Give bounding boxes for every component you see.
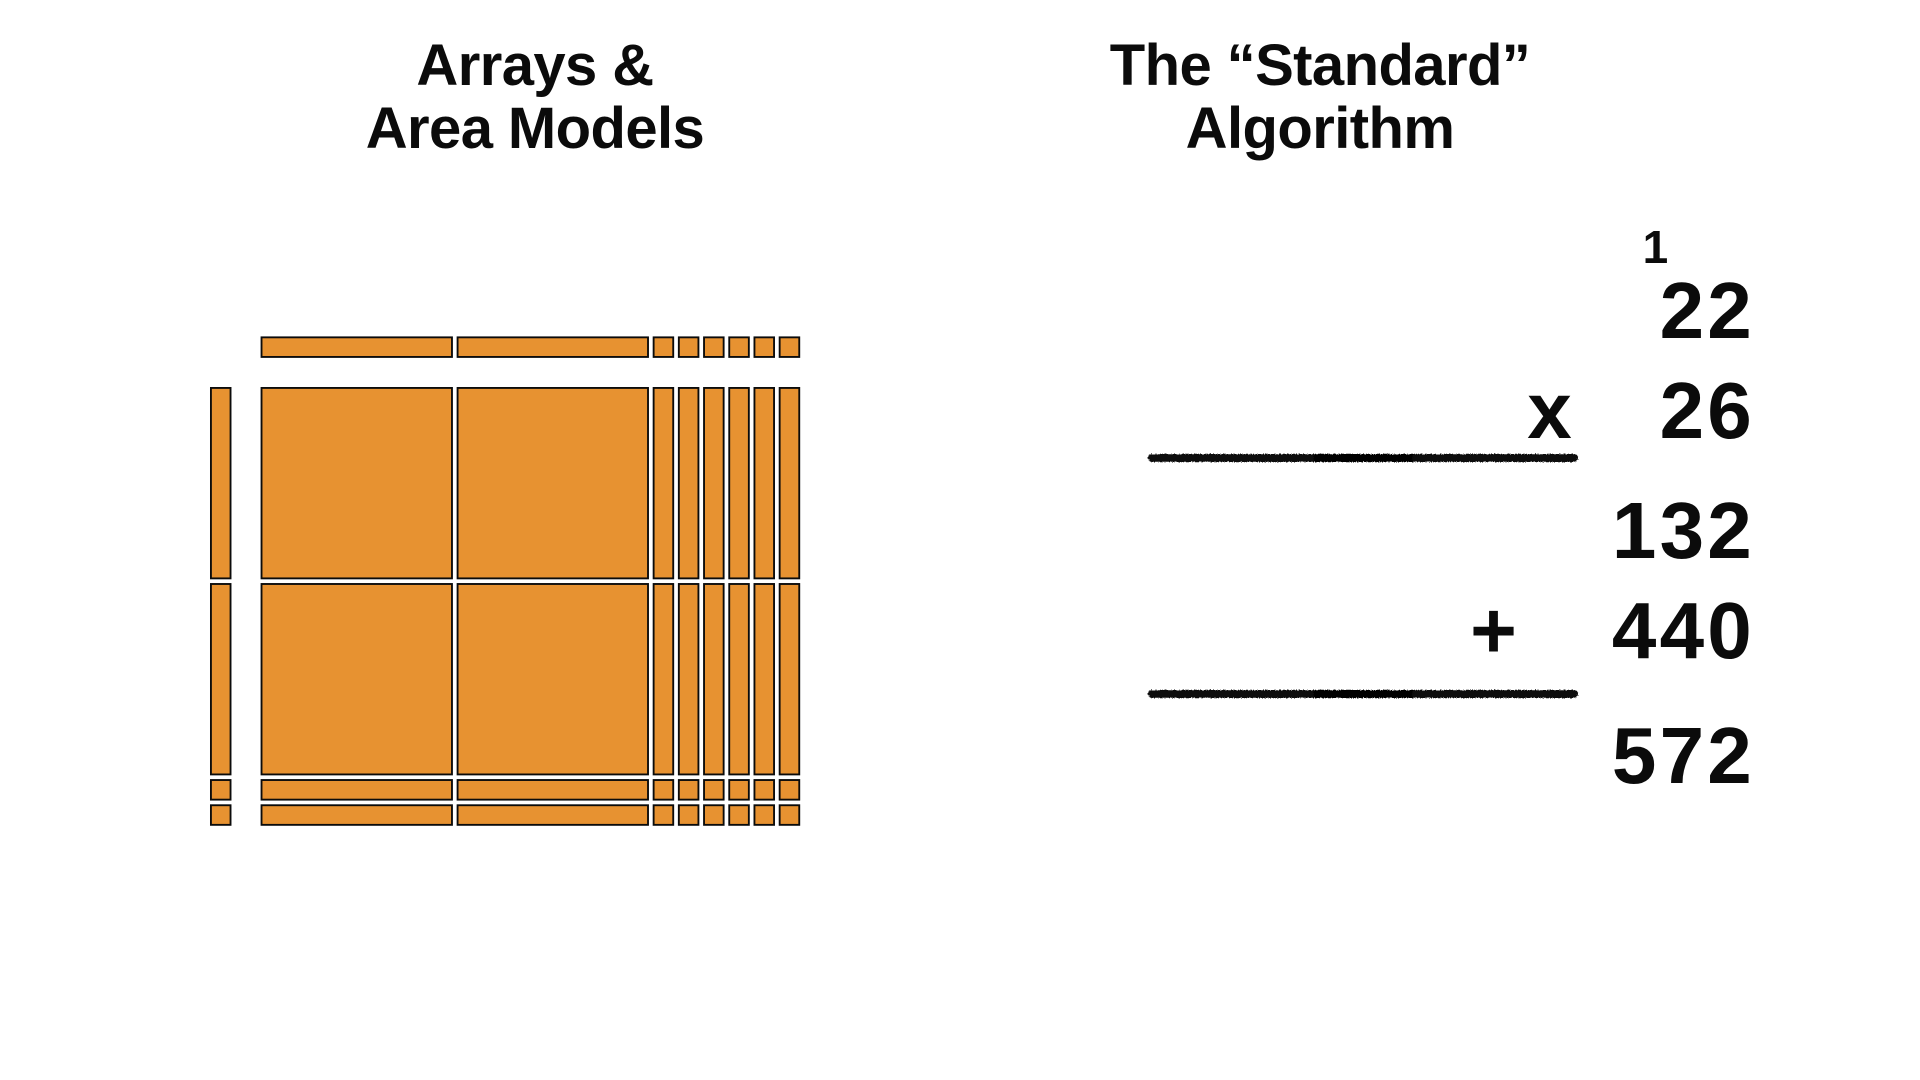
area-block bbox=[704, 388, 724, 578]
area-block bbox=[679, 584, 699, 774]
area-block bbox=[704, 337, 724, 357]
area-block bbox=[458, 388, 648, 578]
area-block bbox=[262, 805, 452, 825]
area-model-diagram bbox=[170, 300, 840, 862]
area-block bbox=[262, 780, 452, 800]
partial-2: 440 bbox=[1612, 585, 1755, 677]
partial-1: 132 bbox=[1612, 485, 1755, 577]
area-block bbox=[754, 388, 774, 578]
area-block bbox=[780, 584, 800, 774]
area-block bbox=[458, 337, 648, 357]
times-sign: x bbox=[1527, 365, 1575, 457]
area-block bbox=[729, 584, 749, 774]
right-title-line1: The “Standard” bbox=[1110, 33, 1530, 98]
area-block bbox=[780, 805, 800, 825]
area-block bbox=[754, 805, 774, 825]
left-title-line1: Arrays & bbox=[416, 33, 653, 98]
area-block bbox=[262, 337, 452, 357]
area-block bbox=[704, 780, 724, 800]
area-block bbox=[458, 780, 648, 800]
area-block bbox=[679, 805, 699, 825]
area-block bbox=[654, 805, 674, 825]
area-block bbox=[211, 584, 231, 774]
area-block bbox=[458, 805, 648, 825]
product: 572 bbox=[1612, 710, 1755, 802]
area-block bbox=[679, 337, 699, 357]
right-title: The “Standard” Algorithm bbox=[1040, 35, 1600, 160]
area-block bbox=[654, 584, 674, 774]
area-block bbox=[754, 780, 774, 800]
area-block bbox=[754, 337, 774, 357]
area-block bbox=[458, 584, 648, 774]
area-block bbox=[704, 805, 724, 825]
left-title: Arrays & Area Models bbox=[305, 35, 765, 160]
area-block bbox=[729, 337, 749, 357]
plus-sign: + bbox=[1470, 585, 1520, 677]
area-block bbox=[780, 388, 800, 578]
area-block bbox=[729, 388, 749, 578]
multiplier: 26 bbox=[1660, 365, 1755, 457]
standard-algorithm: 1 22 x 26 132 + 440 572 bbox=[1160, 235, 1920, 1015]
rule-line-2 bbox=[1148, 690, 1578, 698]
area-block bbox=[679, 388, 699, 578]
area-block bbox=[211, 780, 231, 800]
area-block bbox=[211, 805, 231, 825]
area-block bbox=[729, 805, 749, 825]
right-title-line2: Algorithm bbox=[1186, 96, 1455, 161]
area-block bbox=[754, 584, 774, 774]
rule-line-1 bbox=[1148, 454, 1578, 462]
area-block bbox=[704, 584, 724, 774]
area-block bbox=[211, 388, 231, 578]
area-block bbox=[262, 584, 452, 774]
area-block bbox=[654, 388, 674, 578]
area-block bbox=[654, 337, 674, 357]
area-block bbox=[679, 780, 699, 800]
area-block bbox=[780, 780, 800, 800]
area-block bbox=[654, 780, 674, 800]
multiplicand: 22 bbox=[1660, 265, 1755, 357]
area-block bbox=[780, 337, 800, 357]
area-block bbox=[262, 388, 452, 578]
left-title-line2: Area Models bbox=[366, 96, 705, 161]
area-block bbox=[729, 780, 749, 800]
